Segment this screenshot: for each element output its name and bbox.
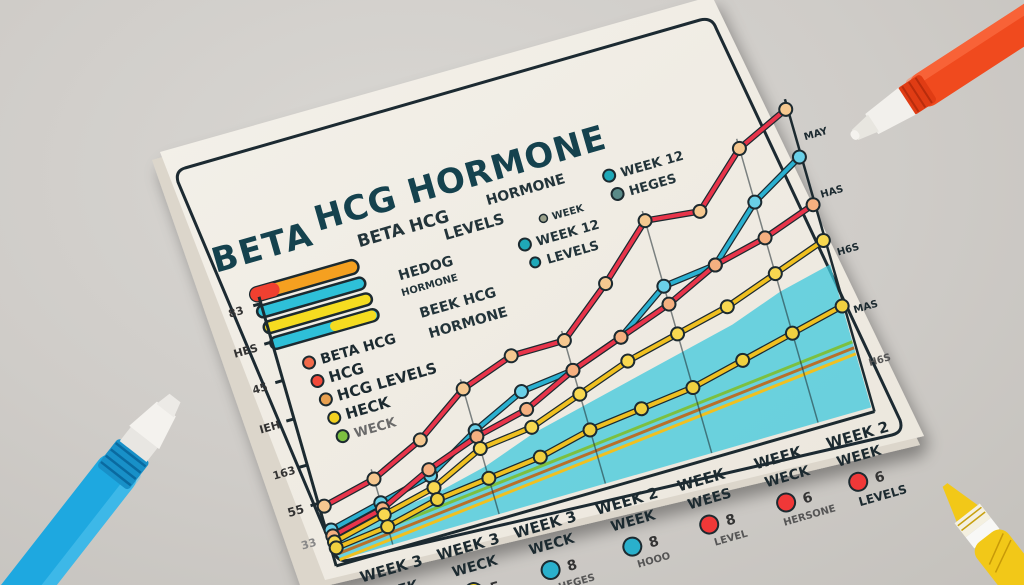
data-point [707,257,723,273]
data-point [582,422,598,438]
data-point [412,432,428,448]
svg-text:5: 5 [488,579,502,585]
bottom-row-2: WECK 8 HEGES [527,530,596,585]
data-point [778,101,794,117]
data-point [620,353,636,369]
data-point [366,471,382,487]
data-point [719,299,735,315]
data-point [481,470,497,486]
data-point [757,230,773,246]
bottom-row-3: WEEK 8 HOOO [609,507,672,571]
svg-text:6: 6 [873,469,887,487]
data-point [637,213,653,229]
color-swatches [248,258,380,351]
data-point [455,381,471,397]
data-point [429,491,445,507]
svg-text:8: 8 [647,533,661,551]
data-point [685,380,701,396]
data-point [519,401,535,417]
data-point [565,362,581,378]
data-point [524,419,540,435]
yellow-pen [942,483,1024,585]
svg-text:LEVEL: LEVEL [713,528,749,548]
x-axis [335,410,875,568]
data-point [735,352,751,368]
y-tick-left-4: 163 [271,464,297,483]
blue-pen [0,393,181,585]
svg-text:HAS: HAS [819,184,844,201]
data-point [815,232,831,248]
svg-text:HEGES: HEGES [557,572,596,585]
bottom-row-4: WEES 8 LEVEL [686,486,750,549]
data-point [767,266,783,282]
y-tick-left-6: 33 [300,536,318,553]
data-point [747,194,763,210]
svg-text:8: 8 [565,557,579,575]
data-point [316,498,332,514]
data-point [513,384,529,400]
data-point [572,386,588,402]
data-point [633,401,649,417]
data-point [834,298,850,314]
plot-area [316,101,872,562]
svg-text:MAY: MAY [803,126,830,143]
data-point [670,326,686,342]
data-point [661,296,677,312]
data-point [805,197,821,213]
data-point [421,462,437,478]
data-point [784,325,800,341]
data-point [380,519,396,535]
red-pen [850,0,1024,141]
data-point [598,276,614,292]
svg-text:6: 6 [801,489,815,507]
y-tick-left-5: 55 [286,502,306,520]
y-tick-left-2: 45 [251,380,269,397]
data-point [692,203,708,219]
data-point [731,140,747,156]
svg-text:8: 8 [724,511,738,529]
data-point [556,333,572,349]
card-content: BETA HCG HORMONE BETA HCG HORMONE LEVELS… [207,98,909,585]
data-point [791,149,807,165]
svg-text:H6S: H6S [836,242,861,259]
data-point [503,348,519,364]
svg-text:HOOO: HOOO [636,551,672,571]
data-point [656,278,672,294]
y-tick-left-3: IEH [258,418,282,436]
data-point [613,329,629,345]
data-point [532,449,548,465]
data-point [472,440,488,456]
card-border [175,17,903,563]
data-point [328,540,344,556]
y-tick-left-0: 83 [227,304,245,321]
